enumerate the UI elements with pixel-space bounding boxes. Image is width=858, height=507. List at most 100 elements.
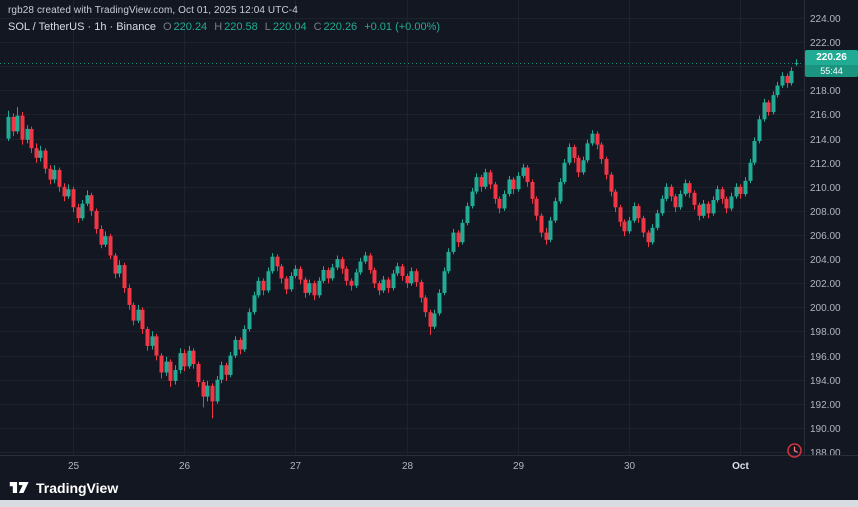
candle-body xyxy=(581,160,586,173)
candle-body xyxy=(377,283,382,291)
clock-icon-glyph xyxy=(787,443,802,458)
candle-body xyxy=(752,141,757,163)
candle-body xyxy=(400,266,405,276)
candle-body xyxy=(215,379,220,402)
candle-body xyxy=(595,133,600,145)
candle-body xyxy=(762,102,767,120)
price-tick-label: 224.00 xyxy=(810,14,841,25)
candle-body xyxy=(516,175,521,190)
ohlc-high: H 220.58 xyxy=(214,21,258,33)
candle-body xyxy=(205,385,210,397)
candle-body xyxy=(386,279,391,288)
price-tick-label: 198.00 xyxy=(810,327,841,338)
candle-body xyxy=(437,292,442,314)
candle-body xyxy=(405,276,410,284)
candle-body xyxy=(771,95,776,113)
candle-body xyxy=(646,232,651,243)
candle-body xyxy=(451,232,456,252)
candle-body xyxy=(349,280,354,286)
candle-body xyxy=(567,147,572,163)
candle-body xyxy=(256,280,261,296)
candle-body xyxy=(488,172,493,185)
candle-body xyxy=(729,196,734,209)
price-tick-label: 210.00 xyxy=(810,183,841,194)
candle-body xyxy=(432,313,437,327)
candle-body xyxy=(154,336,159,356)
candle-body xyxy=(497,198,502,209)
bar-countdown-label: 55:44 xyxy=(805,65,858,78)
candle-body xyxy=(108,236,113,256)
candle-body xyxy=(548,220,553,240)
candle-body xyxy=(317,280,322,296)
candle-body xyxy=(136,309,141,321)
candle-body xyxy=(428,312,433,327)
time-tick-label: 26 xyxy=(179,461,191,472)
candle-body xyxy=(544,232,549,240)
candle-body xyxy=(99,229,104,245)
candle-body xyxy=(289,276,294,290)
footer: TradingView xyxy=(0,478,858,500)
candle-body xyxy=(6,116,11,139)
ohlc-low: L 220.04 xyxy=(265,21,307,33)
candle-body xyxy=(502,194,507,209)
time-tick-label: 28 xyxy=(402,461,414,472)
candle-body xyxy=(525,167,530,182)
low-value: 220.04 xyxy=(272,21,307,33)
price-tick-label: 212.00 xyxy=(810,159,841,170)
time-tick-label: Oct xyxy=(732,461,749,472)
candle-body xyxy=(321,270,326,281)
candle-body xyxy=(66,189,71,197)
candle-body xyxy=(460,222,465,243)
candle-body xyxy=(650,227,655,243)
candle-body xyxy=(117,265,122,274)
candle-body xyxy=(233,339,238,356)
candle-body xyxy=(715,189,720,201)
candle-body xyxy=(228,355,233,375)
candle-body xyxy=(358,261,363,273)
candle-body xyxy=(368,255,373,270)
price-tick-label: 202.00 xyxy=(810,279,841,290)
candle-body xyxy=(303,279,308,293)
candle-body xyxy=(38,150,43,158)
candle-body xyxy=(507,179,512,194)
candle-body xyxy=(766,102,771,112)
candle-body xyxy=(48,168,53,180)
candle-body xyxy=(238,339,243,350)
candle-body xyxy=(191,350,196,364)
candle-body xyxy=(266,271,271,291)
chart-area[interactable]: 224.00222.00220.00218.00216.00214.00212.… xyxy=(0,0,858,478)
candle-body xyxy=(409,271,414,284)
candle-body xyxy=(419,282,424,298)
candle-body xyxy=(15,115,20,132)
candle-body xyxy=(683,183,688,195)
time-tick-label: 27 xyxy=(290,461,302,472)
candle-body xyxy=(456,232,461,243)
candlestick-chart[interactable]: 224.00222.00220.00218.00216.00214.00212.… xyxy=(0,0,858,478)
price-tick-label: 188.00 xyxy=(810,448,841,459)
change-value: +0.01 (+0.00%) xyxy=(364,21,441,33)
candle-body xyxy=(743,180,748,195)
price-tick-label: 200.00 xyxy=(810,303,841,314)
candle-body xyxy=(354,272,359,286)
candle-body xyxy=(632,206,637,221)
symbol-title[interactable]: SOL / TetherUS · 1h · Binance xyxy=(8,21,156,33)
price-tick-label: 218.00 xyxy=(810,86,841,97)
candle-body xyxy=(553,201,558,221)
candle-body xyxy=(210,385,215,402)
candle-body xyxy=(242,329,247,350)
candle-body xyxy=(29,128,34,149)
candle-body xyxy=(483,172,488,187)
tradingview-logo[interactable]: TradingView xyxy=(9,479,118,496)
last-price-label: 220.26 xyxy=(805,50,858,66)
candle-body xyxy=(85,195,90,204)
candle-body xyxy=(113,255,118,274)
price-tick-label: 208.00 xyxy=(810,207,841,218)
candle-body xyxy=(127,288,132,305)
candle-body xyxy=(340,259,345,269)
candle-body xyxy=(521,167,526,176)
candle-body xyxy=(423,297,428,313)
candle-body xyxy=(609,174,614,192)
candle-body xyxy=(511,179,516,190)
clock-icon[interactable] xyxy=(786,442,803,459)
brand-name: TradingView xyxy=(36,479,119,496)
